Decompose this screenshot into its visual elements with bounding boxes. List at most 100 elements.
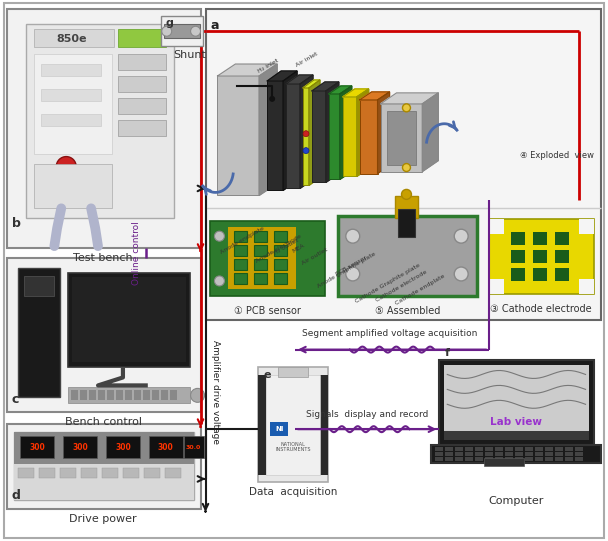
Bar xyxy=(18,468,35,478)
Bar xyxy=(164,24,199,38)
Text: 30.0: 30.0 xyxy=(186,445,201,450)
Bar xyxy=(63,436,97,458)
Text: ④ Exploded  view: ④ Exploded view xyxy=(519,150,593,160)
Bar xyxy=(35,54,112,154)
Bar xyxy=(455,452,463,456)
Bar xyxy=(15,432,193,464)
Circle shape xyxy=(303,148,309,154)
Bar xyxy=(144,468,160,478)
Bar xyxy=(533,250,547,263)
Text: 300: 300 xyxy=(158,443,174,452)
Text: Test bench: Test bench xyxy=(73,253,133,263)
Bar xyxy=(41,114,101,126)
Bar xyxy=(254,245,267,256)
Bar xyxy=(89,391,96,400)
Bar xyxy=(274,245,287,256)
Bar xyxy=(475,457,483,460)
Polygon shape xyxy=(309,80,320,186)
Polygon shape xyxy=(286,75,313,84)
Bar xyxy=(234,273,247,284)
Polygon shape xyxy=(283,71,297,190)
Text: Anode endplate: Anode endplate xyxy=(219,225,265,254)
Bar xyxy=(395,196,418,218)
Text: Online control: Online control xyxy=(133,221,142,285)
Bar xyxy=(152,391,159,400)
Bar xyxy=(554,232,568,245)
Text: f: f xyxy=(444,347,449,358)
Bar xyxy=(118,29,166,47)
Bar xyxy=(102,468,118,478)
Bar xyxy=(26,24,174,218)
Bar xyxy=(134,391,141,400)
Bar xyxy=(338,216,477,296)
Text: Data  acquisition: Data acquisition xyxy=(249,487,337,497)
Bar xyxy=(258,375,266,475)
Bar xyxy=(18,268,60,397)
Text: Cathode endplate: Cathode endplate xyxy=(395,273,446,306)
Text: Air inlet: Air inlet xyxy=(295,51,319,68)
Text: MEA: MEA xyxy=(291,243,305,254)
Bar xyxy=(465,452,473,456)
Polygon shape xyxy=(218,64,277,76)
Bar xyxy=(267,81,283,190)
Bar xyxy=(465,457,473,460)
Bar xyxy=(475,447,483,451)
Text: Shunt: Shunt xyxy=(173,50,206,60)
Bar xyxy=(7,9,201,248)
Bar xyxy=(161,391,168,400)
Bar xyxy=(455,447,463,451)
Bar xyxy=(278,367,308,378)
Text: b: b xyxy=(12,217,21,230)
Bar xyxy=(254,273,267,284)
Bar xyxy=(495,447,503,451)
Bar xyxy=(554,250,568,263)
Bar xyxy=(533,268,547,281)
Polygon shape xyxy=(360,92,390,100)
Bar xyxy=(505,457,513,460)
Bar xyxy=(15,432,193,500)
Text: H₂ inlet: H₂ inlet xyxy=(257,58,280,74)
Text: Anode graphite plate: Anode graphite plate xyxy=(317,251,377,289)
Bar xyxy=(485,447,493,451)
Bar xyxy=(545,457,553,460)
Bar xyxy=(575,452,582,456)
Bar xyxy=(525,452,533,456)
Bar xyxy=(435,457,443,460)
Bar xyxy=(303,88,309,186)
Bar xyxy=(535,457,543,460)
Polygon shape xyxy=(378,92,390,174)
Text: H₂ outlet: H₂ outlet xyxy=(273,237,300,255)
Bar xyxy=(444,365,589,414)
Bar xyxy=(254,231,267,242)
Polygon shape xyxy=(340,86,352,180)
Circle shape xyxy=(86,179,96,188)
Bar xyxy=(7,258,201,412)
Bar xyxy=(107,391,114,400)
Bar xyxy=(511,268,525,281)
Text: c: c xyxy=(12,393,19,406)
Circle shape xyxy=(454,267,468,281)
Polygon shape xyxy=(423,93,438,171)
Bar xyxy=(533,232,547,245)
Bar xyxy=(445,452,453,456)
Circle shape xyxy=(401,189,412,200)
Bar xyxy=(320,375,328,475)
Bar xyxy=(184,436,204,458)
Text: Air outlet: Air outlet xyxy=(301,247,329,266)
Bar xyxy=(118,54,166,70)
Bar xyxy=(511,250,525,263)
Bar xyxy=(525,457,533,460)
Bar xyxy=(274,231,287,242)
Text: Anode electrode: Anode electrode xyxy=(255,233,303,263)
Circle shape xyxy=(303,131,309,137)
Bar xyxy=(210,221,325,296)
Bar xyxy=(565,457,573,460)
Circle shape xyxy=(402,104,410,112)
Bar xyxy=(575,447,582,451)
Text: Lab view: Lab view xyxy=(490,417,542,427)
Bar xyxy=(515,452,523,456)
Bar xyxy=(234,231,247,242)
Bar xyxy=(511,232,525,245)
Circle shape xyxy=(215,231,224,241)
Polygon shape xyxy=(343,89,368,97)
